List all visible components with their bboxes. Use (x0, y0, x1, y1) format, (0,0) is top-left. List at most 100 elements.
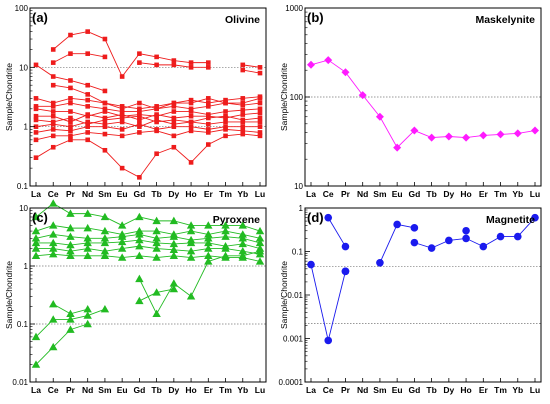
data-point (513, 232, 522, 241)
data-point (206, 104, 211, 109)
data-point (206, 65, 211, 70)
data-point (324, 56, 333, 65)
data-point (171, 109, 177, 114)
data-point (102, 88, 108, 94)
data-point (85, 112, 90, 117)
data-point (188, 128, 194, 134)
data-point (85, 137, 90, 143)
y-tick-label: 0.01 (287, 291, 303, 300)
series-line (53, 53, 106, 64)
series-a-2 (33, 62, 108, 94)
series-line (36, 245, 261, 255)
panel-label: (b) (307, 10, 324, 25)
data-point (154, 106, 159, 112)
x-tick-label: Nd (82, 385, 93, 395)
data-point (255, 238, 265, 247)
data-point (152, 234, 161, 242)
data-point (513, 129, 522, 138)
series-line (36, 239, 261, 249)
data-point (479, 131, 488, 140)
data-point (238, 230, 247, 238)
data-point (257, 115, 263, 121)
x-tick-label: Ce (48, 385, 59, 395)
series-a-0 (50, 29, 263, 79)
data-point (31, 251, 41, 259)
data-point (324, 213, 333, 222)
x-tick-label: Dy (443, 189, 454, 199)
data-point (50, 113, 56, 119)
data-point (33, 130, 39, 135)
data-point (31, 226, 41, 235)
data-point (152, 238, 161, 247)
data-point (154, 117, 159, 123)
data-point (410, 238, 419, 247)
data-point (68, 128, 73, 134)
data-point (102, 121, 108, 127)
x-tick-label: Tm (219, 189, 232, 199)
data-point (223, 119, 228, 125)
y-tick-label: 0.01 (12, 378, 28, 387)
data-point (85, 82, 90, 88)
data-point (393, 220, 401, 229)
data-point (240, 112, 246, 117)
data-point (152, 288, 161, 296)
data-point (324, 336, 333, 345)
data-point (31, 244, 41, 252)
data-point (427, 133, 436, 142)
data-point (117, 237, 127, 246)
series-line (379, 223, 415, 263)
data-point (66, 309, 75, 317)
data-point (171, 124, 177, 129)
y-axis-label: Sample/Chondrite (279, 63, 289, 131)
data-point (85, 51, 90, 56)
data-point (100, 238, 110, 247)
series-line (35, 123, 260, 133)
x-tick-label: Ho (460, 385, 471, 395)
x-tick-label: Dy (168, 189, 179, 199)
data-point (206, 96, 211, 101)
data-point (49, 342, 58, 351)
series-line (35, 202, 261, 232)
data-point (68, 119, 73, 125)
data-point (83, 238, 92, 247)
data-point (307, 60, 315, 69)
data-point (137, 117, 142, 123)
x-tick-label: Er (479, 189, 489, 199)
x-tick-label: Yb (512, 385, 523, 395)
panel-d: 0.0001 0.001 0.01 0.1 1 La Ce Pr Nd Sm Eu Gd Tb Dy Ho E… (279, 204, 542, 395)
data-point (100, 226, 110, 235)
x-tick-label: Er (479, 385, 489, 395)
series-line (35, 96, 261, 110)
data-point (135, 296, 144, 305)
data-point (152, 244, 161, 252)
data-point (238, 239, 247, 248)
data-point (257, 70, 263, 76)
x-tick-label: Pr (66, 189, 76, 199)
panel-label: (c) (32, 210, 48, 225)
x-tick-label: Ce (48, 189, 59, 199)
data-point (135, 274, 144, 283)
x-tick-label: Lu (530, 385, 540, 395)
data-point (117, 253, 127, 261)
data-point (257, 106, 263, 112)
data-point (83, 251, 92, 259)
data-point (496, 232, 505, 241)
data-point (100, 212, 110, 221)
data-point (102, 131, 108, 137)
series-line (35, 128, 261, 141)
series-b-0 (307, 56, 539, 152)
data-point (33, 113, 39, 119)
data-point (152, 309, 161, 317)
x-tick-label: Nd (82, 189, 93, 199)
data-point (169, 232, 179, 240)
data-point (33, 137, 39, 143)
data-point (117, 244, 127, 252)
series-c-5 (31, 249, 265, 265)
data-point (186, 226, 196, 235)
series-c-4 (31, 241, 265, 258)
data-point (135, 251, 144, 259)
data-point (102, 106, 108, 112)
x-tick-label: Gd (408, 189, 420, 199)
data-point (85, 104, 90, 109)
data-point (33, 155, 39, 160)
